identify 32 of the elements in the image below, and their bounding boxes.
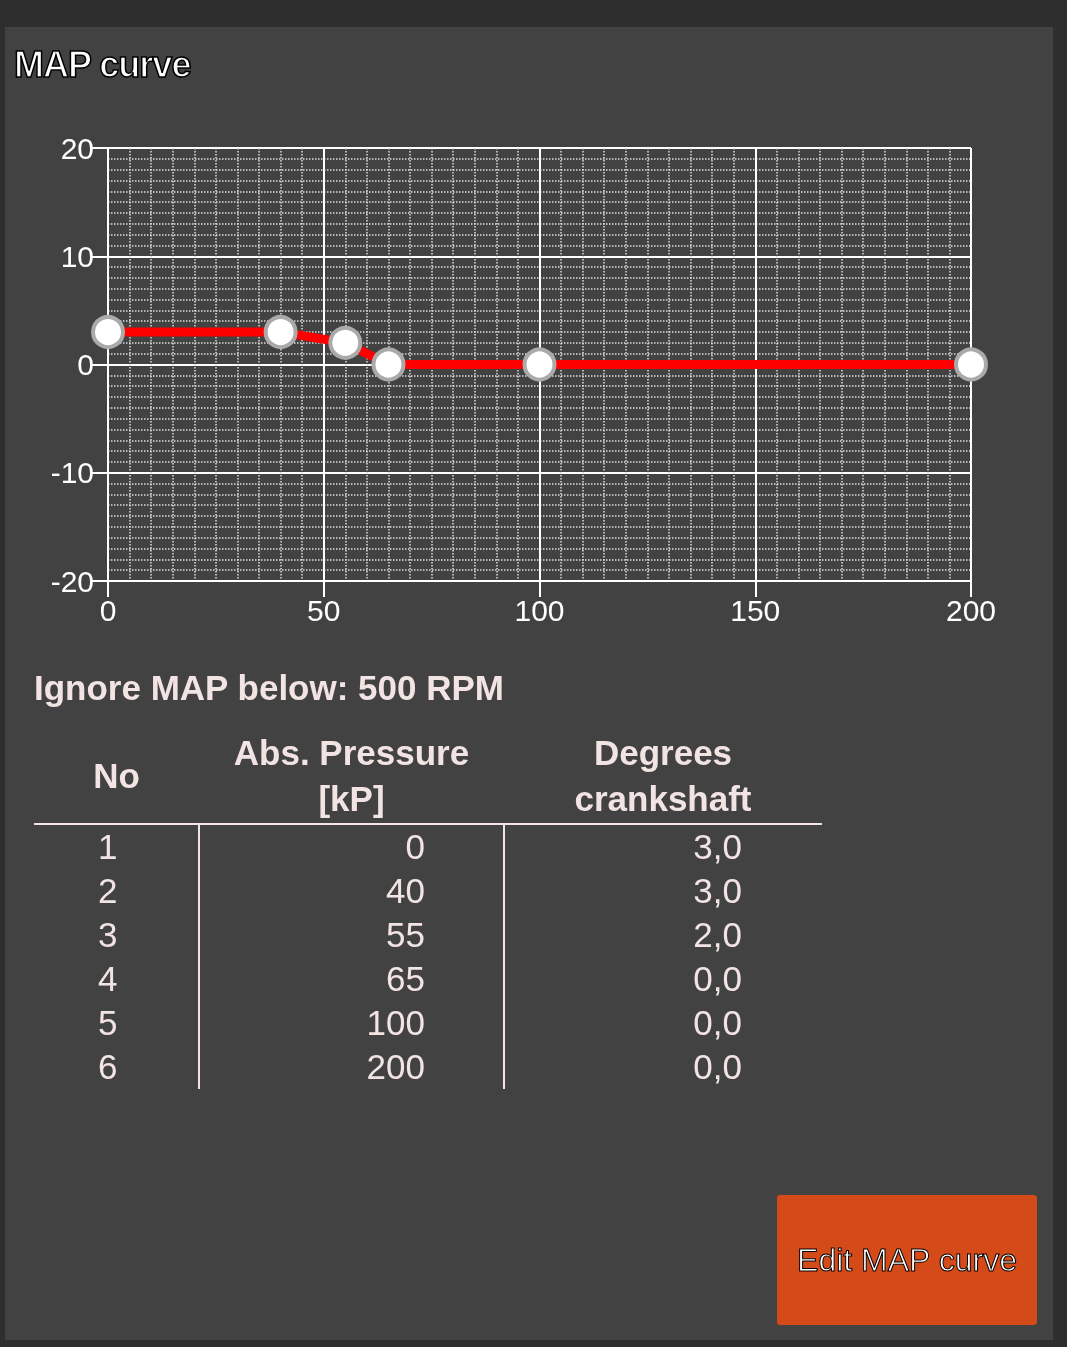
text: 4 bbox=[34, 957, 199, 1001]
text: Abs. Pressure [kP] bbox=[199, 728, 504, 824]
text: 55 bbox=[199, 913, 504, 957]
x-tick-label: 100 bbox=[514, 593, 565, 627]
y-tick-label: 0 bbox=[77, 348, 94, 381]
text: 0,0 bbox=[692, 1046, 743, 1088]
text: 5 bbox=[34, 1001, 199, 1045]
text: 1 bbox=[34, 824, 199, 869]
text: Ignore MAP below: 500 RPM bbox=[34, 668, 504, 708]
text: 0 bbox=[199, 824, 504, 869]
y-tick-label: 20 bbox=[60, 131, 94, 165]
text: 3,0 bbox=[692, 870, 743, 912]
text: 2 bbox=[34, 869, 199, 913]
text: 65 bbox=[199, 957, 504, 1001]
y-tick-label: -20 bbox=[50, 564, 94, 598]
x-tick-label: 150 bbox=[730, 593, 781, 627]
x-tick-label: 0 bbox=[99, 593, 117, 627]
text: 6 bbox=[34, 1045, 199, 1089]
text: Degrees crankshaft bbox=[504, 728, 822, 824]
y-tick-label: 10 bbox=[60, 239, 94, 273]
text: 3 bbox=[34, 913, 199, 957]
text: 40 bbox=[199, 869, 504, 913]
text: 100 bbox=[199, 1001, 504, 1045]
text: 0,0 bbox=[692, 1002, 743, 1044]
y-tick-label: -10 bbox=[50, 456, 94, 490]
text: 0,0 bbox=[692, 958, 743, 1000]
text: 200 bbox=[199, 1045, 504, 1089]
x-tick-label: 50 bbox=[307, 593, 341, 627]
x-tick-label: 200 bbox=[945, 593, 997, 627]
text: 3,0 bbox=[692, 826, 743, 868]
text: No bbox=[34, 728, 199, 824]
text: 2,0 bbox=[692, 914, 743, 956]
